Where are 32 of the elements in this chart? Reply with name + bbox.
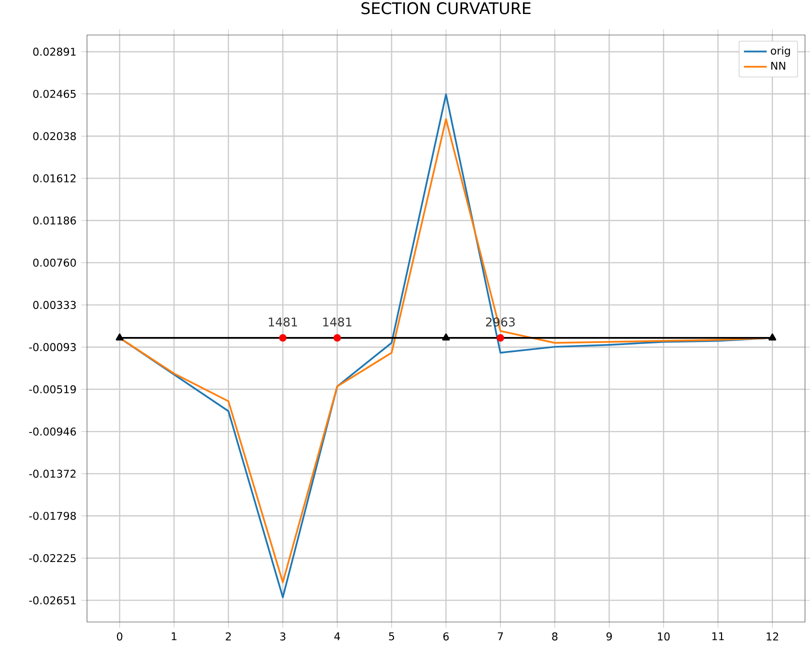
x-tick-label: 12 <box>766 632 778 640</box>
x-tick-label: 4 <box>334 632 340 640</box>
y-tick-label: -0.01372 <box>29 470 76 478</box>
x-tick-label: 9 <box>606 632 612 640</box>
y-tick-label: 0.01186 <box>33 216 76 225</box>
x-tick-label: 2 <box>226 632 231 640</box>
y-tick-label: 0.01612 <box>33 174 76 182</box>
x-tick-label: 0 <box>116 632 122 640</box>
y-tick-label: -0.00093 <box>29 343 76 352</box>
x-tick-label: 11 <box>712 632 724 640</box>
y-tick-label: 0.02465 <box>33 90 76 98</box>
x-tick-label: 1 <box>172 632 176 640</box>
annotation: 1481 <box>268 317 297 327</box>
y-tick-label: -0.00946 <box>29 428 76 436</box>
chart-title: SECTION CURVATURE <box>362 2 531 14</box>
y-tick-label: -0.00519 <box>29 385 76 394</box>
y-tick-label: 0.00760 <box>33 258 76 267</box>
x-tick-label: 10 <box>658 632 670 640</box>
x-tick-label: 7 <box>498 632 503 640</box>
x-tick-label: 6 <box>443 632 449 640</box>
annotation: 1481 <box>323 317 352 327</box>
x-tick-label: 8 <box>552 632 558 640</box>
y-tick-label: -0.02225 <box>29 554 76 562</box>
y-tick-label: 0.02891 <box>33 48 76 56</box>
legend-label: orig <box>770 46 790 57</box>
y-tick-label: -0.01798 <box>29 512 76 520</box>
y-tick-label: 0.02038 <box>33 132 76 140</box>
legend-label: NN <box>771 62 786 70</box>
x-tick-label: 5 <box>389 632 394 640</box>
y-tick-label: 0.00333 <box>33 300 76 309</box>
x-tick-label: 3 <box>280 632 286 640</box>
y-tick-label: -0.02651 <box>29 596 76 604</box>
